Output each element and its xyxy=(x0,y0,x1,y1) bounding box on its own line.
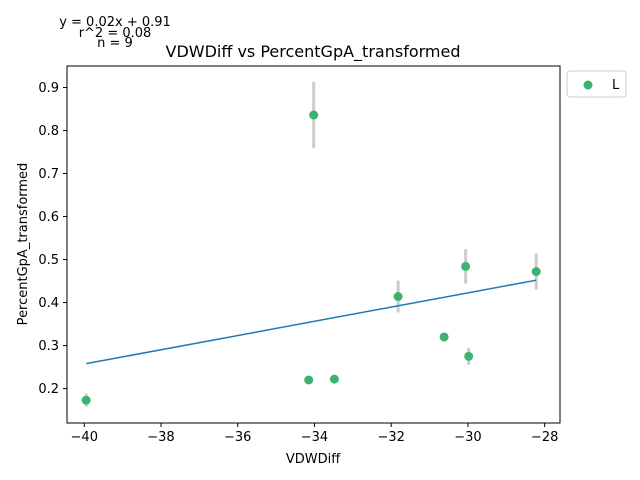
legend: L xyxy=(566,70,627,98)
y-axis-label: PercentGpA_transformed xyxy=(16,163,31,326)
x-tick-label: −34 xyxy=(301,430,328,445)
legend-label-l: L xyxy=(612,78,620,93)
regression-line xyxy=(86,279,537,365)
data-point xyxy=(304,375,314,385)
x-tick-label: −38 xyxy=(147,430,174,445)
y-tick-label: 0.8 xyxy=(38,124,59,139)
chart-title: VDWDiff vs PercentGpA_transformed xyxy=(166,42,461,62)
y-tick-label: 0.6 xyxy=(38,210,59,225)
x-tick-label: −40 xyxy=(71,430,98,445)
annotation-r-squared: r^2 = 0.08 xyxy=(79,26,152,41)
legend-frame xyxy=(566,70,627,98)
data-point xyxy=(461,261,471,271)
x-axis-label: VDWDiff xyxy=(286,452,341,467)
data-points xyxy=(81,110,541,405)
x-tick-label: −32 xyxy=(377,430,404,445)
data-point xyxy=(329,374,339,384)
x-tick-label: −36 xyxy=(224,430,251,445)
annotation-n: n = 9 xyxy=(97,36,133,51)
y-axis-ticks: 0.2 0.3 0.4 0.5 0.6 0.7 0.8 0.9 xyxy=(38,81,67,397)
x-axis-ticks: −40 −38 −36 −34 −32 −30 −28 xyxy=(71,423,558,445)
y-tick-label: 0.4 xyxy=(38,296,59,311)
data-point xyxy=(309,110,319,120)
regression-annotations: y = 0.02x + 0.91 r^2 = 0.08 n = 9 xyxy=(59,15,171,51)
x-tick-label: −28 xyxy=(531,430,558,445)
fit-line-group xyxy=(86,279,537,365)
data-point xyxy=(393,292,403,302)
annotation-equation: y = 0.02x + 0.91 xyxy=(59,15,171,30)
data-point xyxy=(464,351,474,361)
x-tick-label: −30 xyxy=(454,430,481,445)
data-point xyxy=(439,332,449,342)
plot-frame xyxy=(66,65,561,424)
y-tick-label: 0.2 xyxy=(38,382,59,397)
legend-marker-l xyxy=(583,80,593,90)
y-tick-label: 0.7 xyxy=(38,167,59,182)
y-tick-label: 0.3 xyxy=(38,339,59,354)
data-point xyxy=(531,267,541,277)
data-point xyxy=(81,395,91,405)
y-tick-label: 0.9 xyxy=(38,81,59,96)
y-tick-label: 0.5 xyxy=(38,253,59,268)
